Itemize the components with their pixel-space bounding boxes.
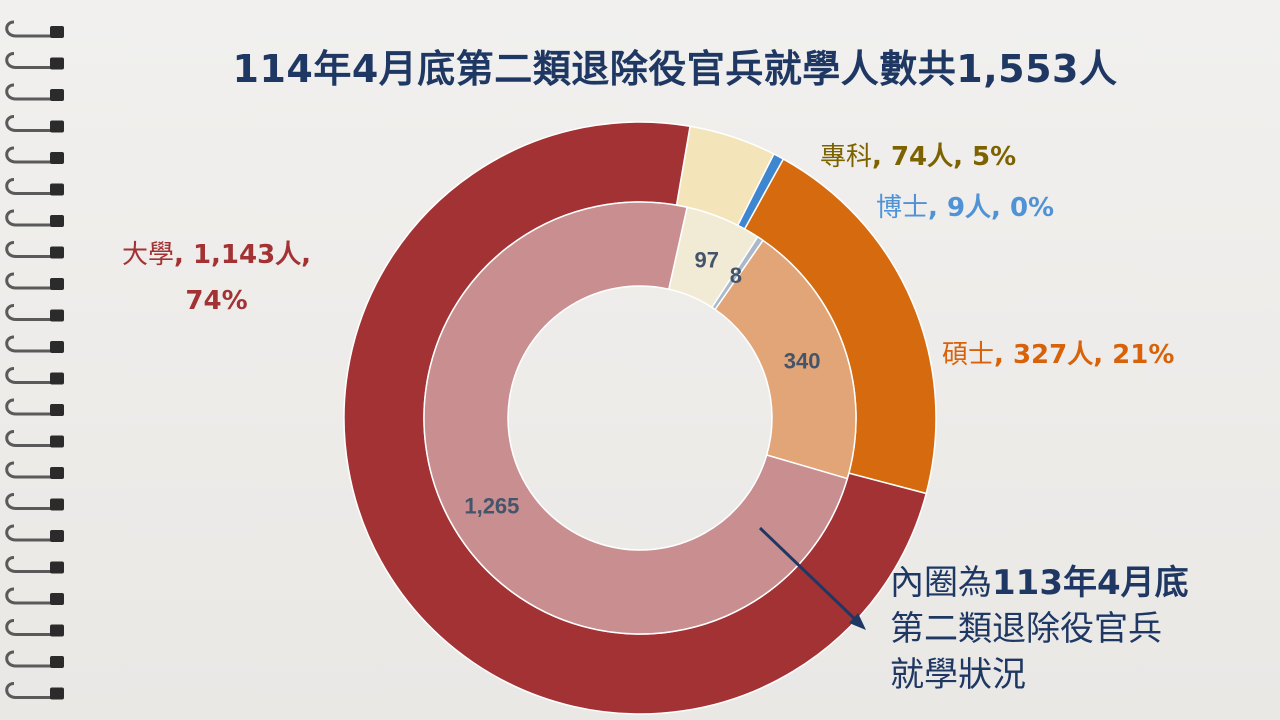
spiral-ring [5,682,56,699]
label-university: 大學, 1,143人, 74% [122,232,311,324]
spiral-hole [50,26,64,38]
label-phd-name: 博士 [876,193,929,223]
annotation-arrow [758,526,860,624]
annotation-arrowhead [849,613,866,630]
spiral-ring [5,178,56,195]
spiral-ring [5,524,56,542]
spiral-hole [50,183,64,196]
annotation-line2: 第二類退除役官兵 [890,609,1162,649]
spiral-ring [5,650,56,668]
spiral-hole [50,467,64,479]
spiral-ring [5,52,56,69]
inner-ring [423,201,857,635]
spiral-hole [50,656,64,668]
inner-value-label-碩士: 340 [784,349,821,374]
label-phd: 博士, 9人, 0% [876,187,1054,224]
label-college-values: , 74人, 5% [872,142,1017,172]
spiral-hole [50,372,64,385]
spiral-ring [5,20,56,38]
spiral-ring [5,461,56,479]
label-master-values: , 327人, 21% [994,340,1175,370]
inner-value-label-博士: 8 [730,263,742,288]
chart-title: 114年4月底第二類退除役官兵就學人數共1,553人 [232,47,1118,91]
spiral-binding-decoration [5,20,64,700]
label-college-name: 專科 [820,142,873,172]
label-university-name: 大學 [122,240,175,270]
spiral-ring [5,556,56,573]
spiral-ring [5,115,56,132]
spiral-ring [5,304,56,321]
spiral-hole [50,687,64,700]
spiral-ring [5,241,56,258]
label-college: 專科, 74人, 5% [820,136,1016,173]
spiral-hole [50,593,64,605]
spiral-ring [5,209,56,227]
label-master: 碩士, 327人, 21% [942,334,1174,371]
spiral-hole [50,278,64,290]
spiral-hole [50,561,64,574]
inner-ring-slice-碩士 [714,239,857,480]
inner-value-label-專科: 97 [694,247,718,272]
inner-ring-slice-大學 [423,201,849,635]
annotation-line3: 就學狀況 [890,655,1026,695]
spiral-ring [5,619,56,636]
inner-value-label-大學: 1,265 [464,493,519,518]
label-master-name: 碩士 [942,340,995,370]
label-university-percent: 74% [185,286,248,316]
inner-ring-value-labels: 97 8 340 1,265 [464,247,820,518]
spiral-ring [5,367,56,384]
spiral-hole [50,624,64,637]
spiral-ring [5,430,56,447]
spiral-ring [5,493,56,510]
spiral-hole [50,120,64,133]
inner-ring-annotation: 內圈為113年4月底 第二類退除役官兵 就學狀況 [890,560,1189,698]
annotation-line1a: 內圈為 [890,563,992,603]
spiral-hole [50,152,64,164]
spiral-hole [50,341,64,353]
spiral-ring [5,83,56,101]
annotation-line1b: 113年4月底 [992,563,1189,603]
spiral-ring [5,272,56,290]
spiral-hole [50,530,64,542]
spiral-ring [5,398,56,416]
spiral-hole [50,246,64,259]
spiral-hole [50,404,64,416]
spiral-hole [50,498,64,511]
spiral-ring [5,335,56,353]
spiral-hole [50,309,64,322]
spiral-hole [50,57,64,70]
spiral-hole [50,89,64,101]
spiral-hole [50,215,64,227]
spiral-hole [50,435,64,448]
spiral-ring [5,587,56,605]
label-university-count: , 1,143人, [174,240,312,270]
spiral-ring [5,146,56,164]
label-phd-values: , 9人, 0% [928,193,1055,223]
